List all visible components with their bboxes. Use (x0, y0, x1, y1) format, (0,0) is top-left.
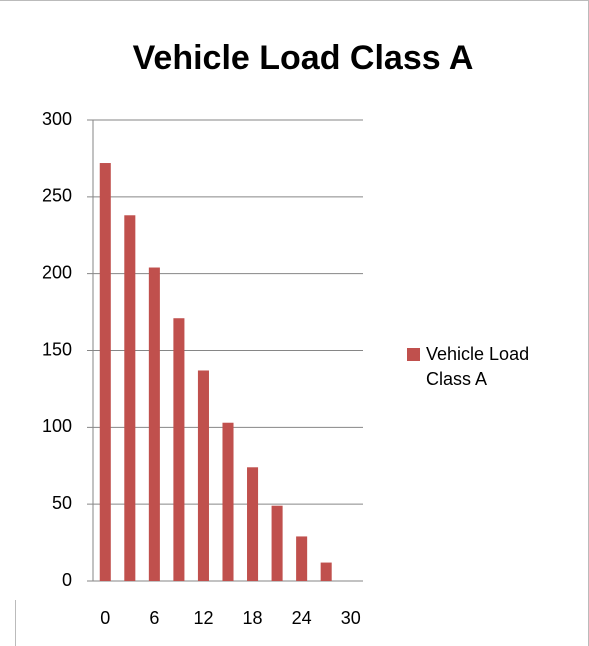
x-tick-label: 12 (193, 608, 213, 628)
bar (247, 467, 259, 581)
x-tick-label: 30 (341, 608, 361, 628)
y-tick-label: 250 (42, 186, 72, 206)
bar (124, 215, 136, 582)
legend: Vehicle Load Class A (407, 342, 577, 392)
y-tick-label: 300 (42, 109, 72, 129)
legend-swatch (407, 348, 420, 361)
y-tick-label: 150 (42, 339, 72, 359)
x-tick-label: 18 (243, 608, 263, 628)
y-tick-label: 50 (52, 493, 72, 513)
y-tick-label: 200 (42, 262, 72, 282)
y-tick-label: 100 (42, 416, 72, 436)
bar (197, 370, 209, 581)
y-tick-label: 0 (62, 570, 72, 590)
bar (271, 505, 283, 581)
bar (320, 562, 332, 581)
x-tick-label: 6 (149, 608, 159, 628)
chart-title: Vehicle Load Class A (133, 39, 474, 77)
x-tick-label: 0 (100, 608, 110, 628)
bar (99, 163, 111, 581)
x-tick-label: 24 (292, 608, 312, 628)
bar (222, 422, 234, 581)
bar (296, 536, 308, 581)
bar (148, 267, 160, 581)
bar (173, 318, 185, 581)
legend-label: Vehicle Load Class A (426, 344, 530, 389)
